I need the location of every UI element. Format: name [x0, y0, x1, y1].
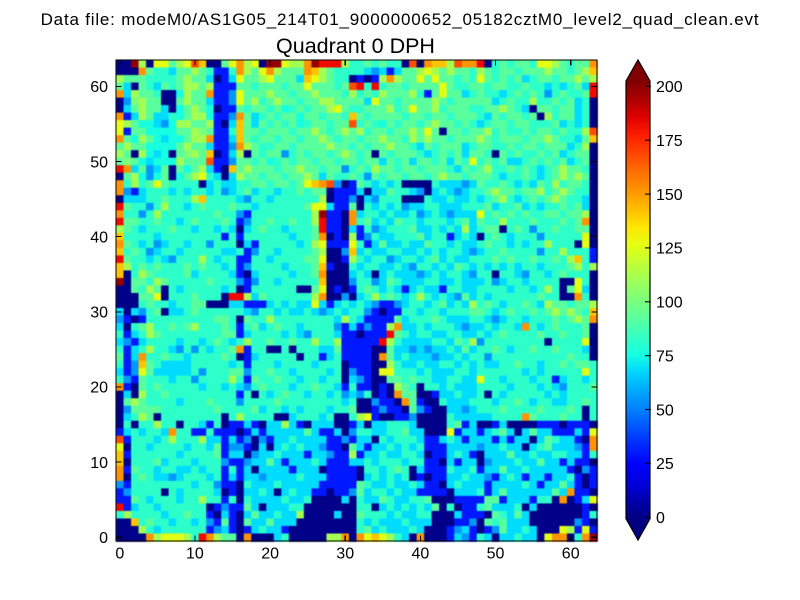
svg-text:150: 150 — [656, 187, 683, 204]
svg-text:60: 60 — [562, 546, 580, 563]
svg-text:0: 0 — [656, 510, 665, 527]
svg-text:Quadrant 0 DPH: Quadrant 0 DPH — [276, 34, 435, 58]
svg-text:25: 25 — [656, 456, 674, 473]
svg-text:50: 50 — [90, 154, 108, 171]
svg-text:60: 60 — [90, 79, 108, 96]
svg-text:200: 200 — [656, 79, 683, 96]
svg-text:Data file: modeM0/AS1G05_214T0: Data file: modeM0/AS1G05_214T01_90000006… — [41, 10, 760, 29]
svg-text:75: 75 — [656, 349, 674, 366]
svg-text:100: 100 — [656, 295, 683, 312]
svg-text:40: 40 — [412, 546, 430, 563]
svg-text:30: 30 — [336, 546, 354, 563]
svg-text:40: 40 — [90, 229, 108, 246]
svg-text:10: 10 — [90, 455, 108, 472]
svg-text:175: 175 — [656, 133, 683, 150]
svg-text:50: 50 — [656, 402, 674, 419]
svg-text:20: 20 — [261, 546, 279, 563]
svg-text:30: 30 — [90, 305, 108, 322]
svg-text:10: 10 — [186, 546, 204, 563]
svg-text:125: 125 — [656, 241, 683, 258]
svg-text:50: 50 — [487, 546, 505, 563]
svg-text:0: 0 — [99, 530, 108, 547]
svg-text:0: 0 — [115, 546, 124, 563]
svg-text:20: 20 — [90, 380, 108, 397]
